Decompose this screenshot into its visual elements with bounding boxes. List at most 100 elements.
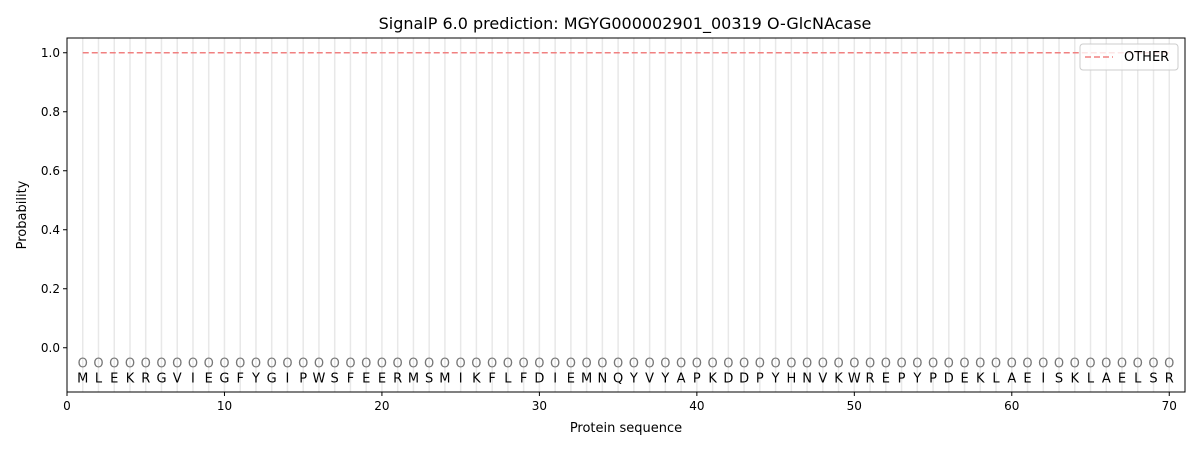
region-marker: O [377,357,387,372]
residue-label: Q [613,371,623,386]
region-marker: O [424,357,434,372]
region-marker: O [928,357,938,372]
x-tick-label: 60 [1004,399,1019,413]
region-marker: O [629,357,639,372]
legend-label: OTHER [1124,50,1169,65]
region-marker: O [361,357,371,372]
region-marker: O [597,357,607,372]
region-marker: O [282,357,292,372]
residue-label: E [1118,371,1126,386]
region-marker: O [345,357,355,372]
residue-label: Y [912,371,921,386]
residue-label: K [834,371,843,386]
region-marker: O [141,357,151,372]
region-marker: O [975,357,985,372]
region-marker: O [314,357,324,372]
residue-label: A [1102,371,1111,386]
region-marker: O [550,357,560,372]
residue-label: D [944,371,954,386]
region-marker: O [723,357,733,372]
residue-label: V [173,371,182,386]
residue-label: D [723,371,733,386]
residue-label: K [126,371,135,386]
region-marker: O [172,357,182,372]
region-marker: O [1070,357,1080,372]
residue-label: H [786,371,796,386]
region-marker: O [125,357,135,372]
residue-label: P [756,371,764,386]
region-marker: O [251,357,261,372]
residue-label: S [1149,371,1157,386]
region-marker: O [1085,357,1095,372]
y-tick-label: 0.0 [41,341,60,355]
region-marker: O [707,357,717,372]
residue-label: R [866,371,875,386]
region-marker: O [865,357,875,372]
residue-label: K [976,371,985,386]
region-marker: O [645,357,655,372]
residue-label: D [739,371,749,386]
residue-label: R [393,371,402,386]
residue-label: L [95,371,103,386]
residue-label: E [110,371,118,386]
residue-label: E [378,371,386,386]
region-marker: O [1117,357,1127,372]
region-marker: O [78,357,88,372]
residue-label: F [488,371,495,386]
x-tick-label: 30 [532,399,547,413]
region-marker: O [204,357,214,372]
x-axis-label: Protein sequence [570,421,682,436]
residue-label: M [439,371,450,386]
residue-label: S [1055,371,1063,386]
region-marker: O [991,357,1001,372]
x-tick-label: 20 [374,399,389,413]
x-tick-label: 0 [63,399,71,413]
residue-label: I [553,371,557,386]
residue-label: P [693,371,701,386]
residue-label: F [347,371,354,386]
residue-label: N [598,371,608,386]
residue-label: P [299,371,307,386]
residue-label: Y [629,371,638,386]
region-marker: O [912,357,922,372]
residue-label: E [960,371,968,386]
x-tick-label: 50 [847,399,862,413]
region-marker: O [881,357,891,372]
residue-label: V [645,371,654,386]
region-marker: O [1054,357,1064,372]
region-marker: O [503,357,513,372]
region-marker: O [613,357,623,372]
residue-label: Y [771,371,780,386]
y-tick-label: 0.8 [41,105,60,119]
region-marker: O [267,357,277,372]
residue-label: W [848,371,861,386]
region-marker: O [330,357,340,372]
region-marker: O [582,357,592,372]
region-marker: O [802,357,812,372]
region-marker: O [660,357,670,372]
region-marker: O [1101,357,1111,372]
residue-label: I [191,371,195,386]
region-marker: O [1007,357,1017,372]
y-tick-label: 0.2 [41,282,60,296]
region-marker: O [487,357,497,372]
y-tick-label: 0.6 [41,164,60,178]
region-marker: O [1148,357,1158,372]
region-marker: O [156,357,166,372]
residue-label: A [1007,371,1016,386]
residue-label: K [1071,371,1080,386]
region-marker: O [471,357,481,372]
residue-label: Y [660,371,669,386]
region-marker: O [1164,357,1174,372]
residue-label: G [156,371,166,386]
region-marker: O [235,357,245,372]
residue-label: S [425,371,433,386]
region-marker: O [534,357,544,372]
residue-label: E [362,371,370,386]
region-marker: O [440,357,450,372]
region-marker: O [566,357,576,372]
residue-label: I [1041,371,1045,386]
residue-label: G [219,371,229,386]
residue-label: Y [251,371,260,386]
